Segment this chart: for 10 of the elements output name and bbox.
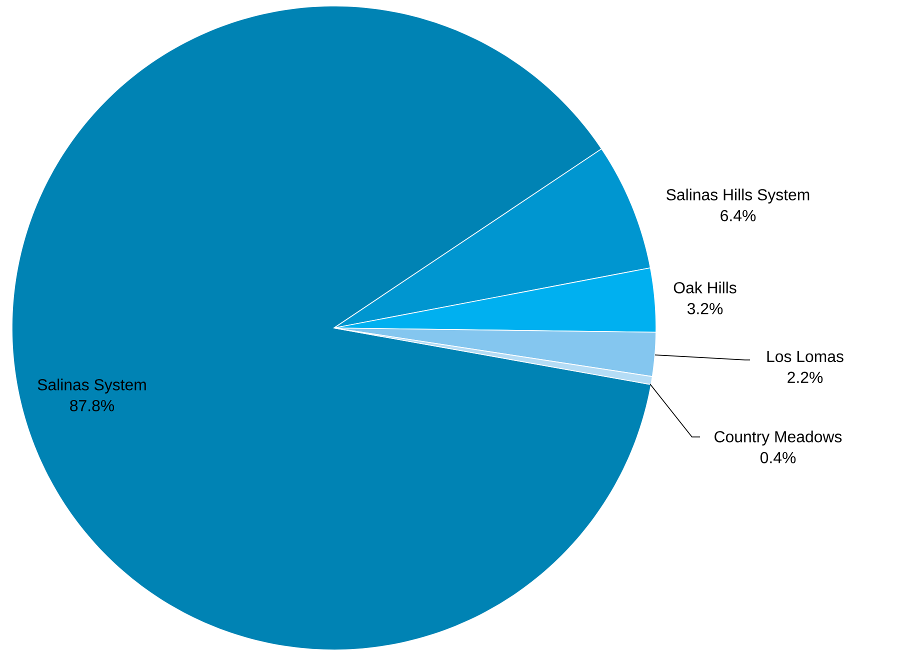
data-label: 2.2% — [788, 372, 823, 383]
slice-label: Oak Hills — [674, 282, 736, 294]
data-label: 6.4% — [720, 210, 756, 222]
slice-label: Salinas Hills System — [666, 188, 810, 204]
data-label: 87.8% — [70, 400, 114, 412]
slice-label: Los Lomas — [767, 350, 844, 362]
data-label: 0.4% — [760, 452, 796, 464]
slice-label: Salinas System — [38, 378, 146, 394]
data-label: 3.2% — [687, 303, 723, 314]
slice-label: Country Meadows — [714, 430, 842, 446]
